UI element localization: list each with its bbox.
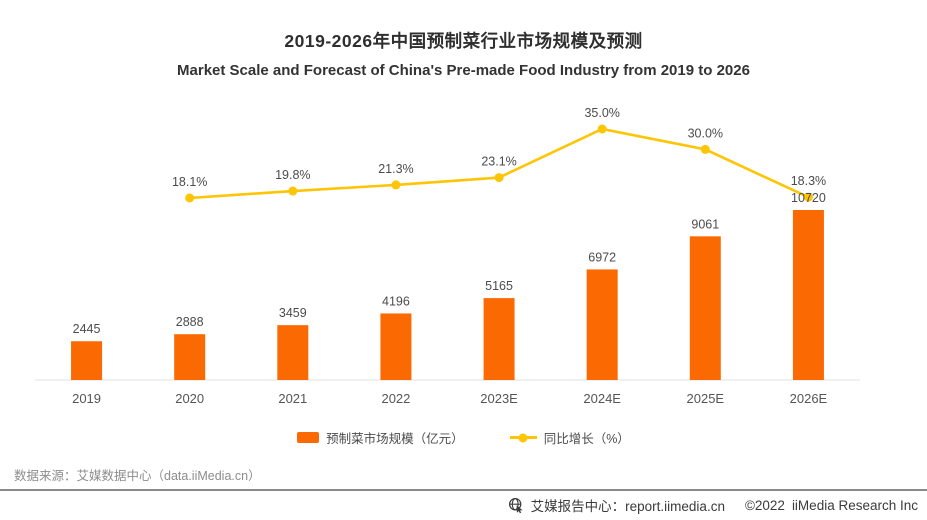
bar-2021 bbox=[277, 325, 309, 380]
chart-title-cn: 2019-2026年中国预制菜行业市场规模及预测 bbox=[284, 31, 643, 51]
x-axis-label: 2019 bbox=[72, 391, 101, 406]
bar-value-label: 9061 bbox=[691, 217, 719, 231]
growth-label: 19.8% bbox=[275, 168, 310, 182]
bar-value-label: 5165 bbox=[485, 279, 513, 293]
line-series-dot bbox=[518, 433, 528, 442]
growth-label: 35.0% bbox=[584, 106, 619, 120]
bar-2025E bbox=[689, 236, 721, 380]
growth-point bbox=[597, 124, 607, 134]
chart-title-en: Market Scale and Forecast of China's Pre… bbox=[177, 62, 750, 79]
bar-2023E bbox=[483, 298, 515, 380]
bar-value-label: 3459 bbox=[279, 306, 307, 320]
growth-point bbox=[185, 193, 195, 203]
growth-point bbox=[391, 180, 401, 190]
footer: 艾媒报告中心：report.iimedia.cn ©2022 iiMedia R… bbox=[508, 495, 918, 515]
legend-item-market-scale: 预制菜市场规模（亿元） bbox=[297, 428, 464, 447]
growth-label: 30.0% bbox=[688, 126, 723, 140]
bar-2020 bbox=[174, 334, 206, 380]
growth-label: 18.1% bbox=[172, 175, 207, 189]
growth-label: 23.1% bbox=[481, 155, 516, 169]
legend-label-yoy-growth: 同比增长（%） bbox=[543, 432, 630, 446]
bar-value-label: 4196 bbox=[382, 294, 410, 308]
legend: 预制菜市场规模（亿元） 同比增长（%） bbox=[0, 428, 927, 447]
x-axis-label: 2025E bbox=[687, 391, 725, 406]
x-axis-label: 2023E bbox=[480, 391, 518, 406]
growth-point bbox=[494, 173, 504, 183]
bar-series-swatch bbox=[297, 432, 320, 443]
growth-point bbox=[288, 186, 298, 196]
bar-2019 bbox=[71, 341, 103, 380]
growth-label: 21.3% bbox=[378, 162, 413, 176]
bar-2024E bbox=[586, 269, 618, 380]
bar-2022 bbox=[380, 313, 412, 380]
footer-company: iiMedia Research Inc bbox=[791, 497, 918, 513]
x-axis-label: 2024E bbox=[583, 391, 621, 406]
x-axis-label: 2020 bbox=[175, 391, 204, 406]
footer-divider bbox=[0, 489, 927, 491]
bar-value-label: 2888 bbox=[176, 315, 204, 329]
globe-cursor-icon bbox=[508, 497, 524, 513]
footer-brand: 艾媒报告中心：report.iimedia.cn bbox=[530, 499, 725, 514]
growth-point bbox=[700, 144, 710, 154]
x-axis-label: 2021 bbox=[278, 391, 307, 406]
legend-label-market-scale: 预制菜市场规模（亿元） bbox=[326, 432, 464, 446]
bar-value-label: 2445 bbox=[73, 322, 101, 336]
footer-copyright: ©2022 bbox=[744, 497, 785, 513]
x-axis-label: 2022 bbox=[381, 391, 410, 406]
line-series-swatch bbox=[509, 433, 537, 442]
bar-2026E bbox=[792, 210, 824, 380]
growth-point bbox=[803, 192, 813, 202]
bar-value-label: 10720 bbox=[791, 191, 826, 205]
legend-item-yoy-growth: 同比增长（%） bbox=[509, 428, 630, 447]
x-axis-label: 2026E bbox=[790, 391, 828, 406]
bar-value-label: 6972 bbox=[588, 250, 616, 264]
growth-label: 18.3% bbox=[791, 174, 826, 188]
data-source-note: 数据来源：艾媒数据中心（data.iiMedia.cn） bbox=[14, 469, 261, 483]
